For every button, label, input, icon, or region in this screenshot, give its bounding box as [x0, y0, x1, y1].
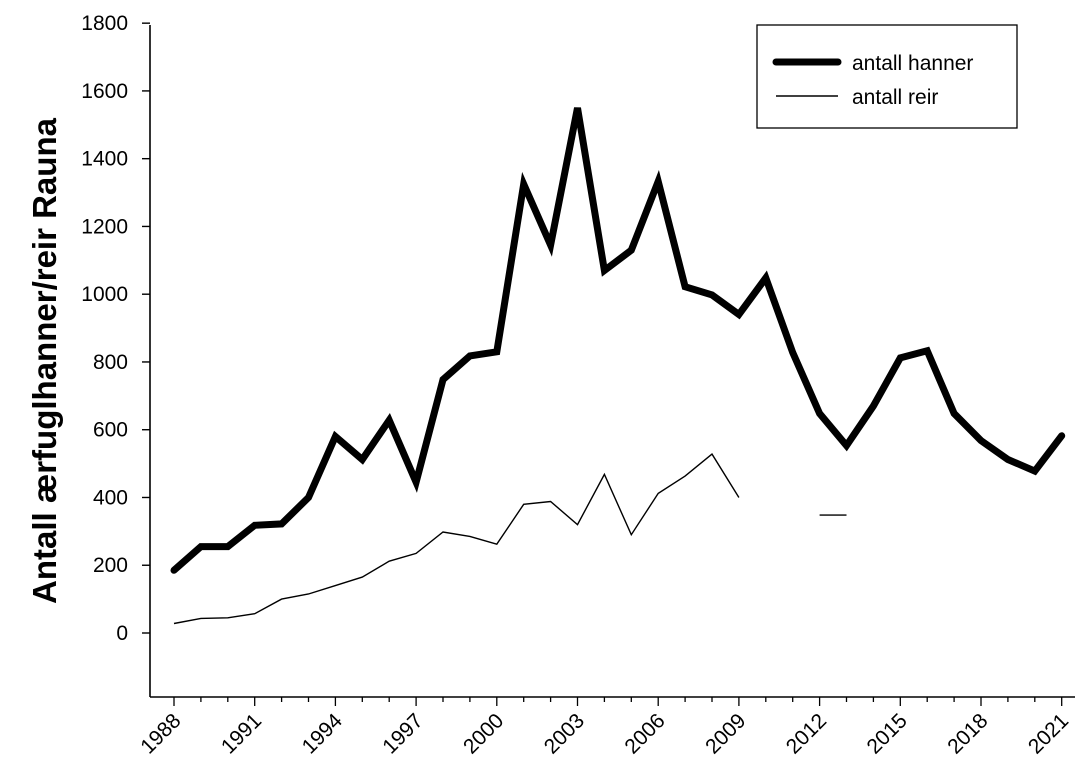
y-tick-label: 200: [93, 554, 128, 577]
y-axis-label: Antall ærfuglhanner/reir Rauna: [26, 117, 63, 604]
legend-label-antall-hanner: antall hanner: [852, 52, 973, 75]
legend-label-antall-reir: antall reir: [852, 86, 938, 109]
x-ticks: 1988 1991 1994 1997 2000 2003 2006 2009 2012 2015…: [136, 697, 1073, 759]
y-tick-label: 1400: [81, 148, 128, 171]
y-tick-label: 400: [93, 486, 128, 509]
legend-box: [756, 24, 1018, 129]
x-tick-label: 2012: [782, 709, 831, 758]
series-line-segment: [170, 107, 1066, 574]
x-tick-label: 1991: [217, 709, 266, 758]
x-tick-label: 2009: [701, 709, 750, 758]
x-tick-label: 1994: [298, 709, 348, 759]
y-ticks: 0 200 400 600 800 1000 1200 1400 1600 1800: [81, 12, 150, 645]
series-antall-reir: [173, 453, 847, 625]
y-tick-label: 1000: [81, 283, 128, 306]
series-antall-hanner: [170, 107, 1066, 574]
series-line-segment: [173, 453, 740, 625]
y-tick-label: 800: [93, 351, 128, 374]
y-tick-label: 0: [116, 622, 128, 645]
x-tick-label: 1988: [136, 709, 185, 758]
x-tick-label: 2000: [459, 709, 508, 758]
y-tick-label: 1200: [81, 215, 128, 238]
x-tick-label: 2021: [1024, 709, 1073, 758]
y-tick-label: 1800: [81, 12, 128, 35]
x-tick-label: 2015: [863, 709, 912, 758]
axes: [149, 25, 1075, 698]
legend: antall hanner antall reir: [756, 24, 1018, 129]
series-layer: [170, 107, 1066, 625]
y-tick-label: 600: [93, 419, 128, 442]
x-tick-label: 2018: [943, 709, 992, 758]
x-tick-label: 2006: [620, 709, 669, 758]
y-tick-label: 1600: [81, 80, 128, 103]
x-tick-label: 1997: [378, 709, 427, 758]
x-tick-label: 2003: [540, 709, 589, 758]
